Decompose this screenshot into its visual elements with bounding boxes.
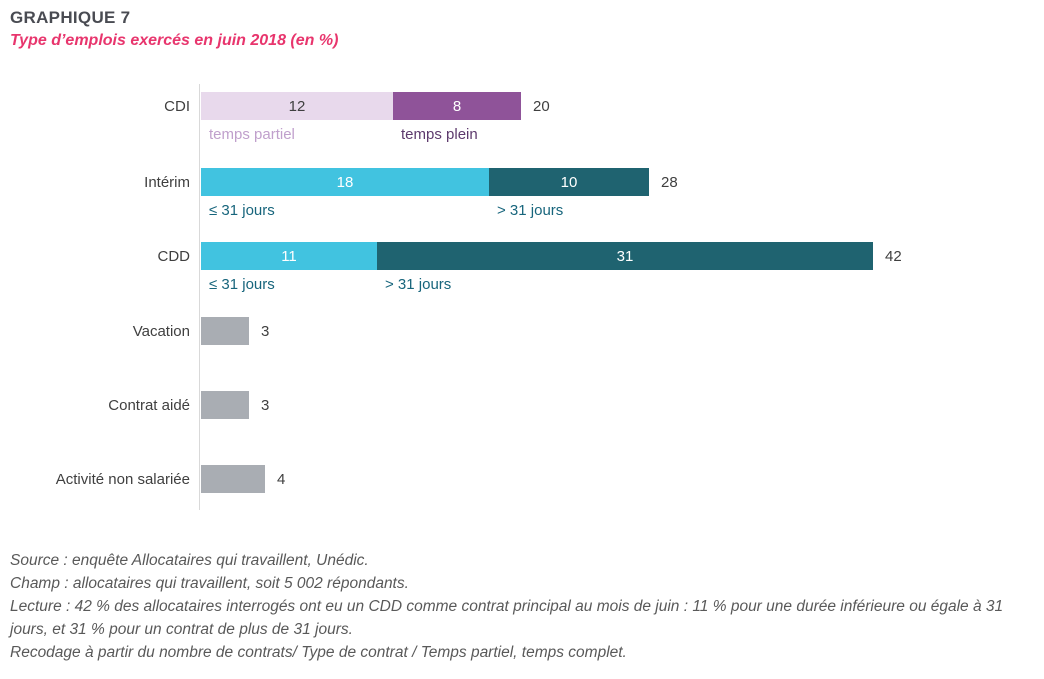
bar-segment-cdd-1: 31 (377, 242, 873, 270)
segment-sublabel: ≤ 31 jours (209, 202, 275, 219)
segment-sublabel: temps partiel (209, 126, 295, 143)
bar-cdi: 12 8 (201, 92, 521, 120)
total-value-label: 3 (261, 396, 270, 414)
total-value-label: 42 (885, 247, 902, 265)
bar-segment-activite-non-salariee-0 (201, 465, 265, 493)
segment-value: 10 (560, 173, 578, 191)
bar-cdd: 11 31 (201, 242, 873, 270)
category-label-cdd: CDD (157, 247, 191, 265)
bar-segment-contrat-aide-0 (201, 391, 249, 419)
segment-sublabel: > 31 jours (497, 202, 564, 219)
note-recodage: Recodage à partir du nombre de contrats/… (10, 644, 627, 661)
bar-segment-cdi-0: 12 (201, 92, 393, 120)
total-value-label: 4 (277, 470, 286, 488)
bar-segment-cdi-1: 8 (393, 92, 521, 120)
segment-value: 8 (452, 97, 462, 115)
total-value-label: 28 (661, 173, 678, 191)
category-label-contrat-aide: Contrat aidé (108, 396, 190, 414)
note-lecture: Lecture : 42 % des allocataires interrog… (10, 598, 1004, 638)
chart-notes: Source : enquête Allocataires qui travai… (10, 549, 1036, 664)
horizontal-stacked-bar-chart: CDI temps partiel temps plein 12 8 20 Intérim ≤… (55, 84, 902, 510)
segment-value: 11 (281, 247, 297, 265)
note-source: Source : enquête Allocataires qui travai… (10, 552, 369, 569)
category-label-vacation: Vacation (132, 322, 190, 340)
category-label-activite-non-salariee: Activité non salariée (55, 470, 190, 488)
bar-interim: 18 10 (201, 168, 649, 196)
segment-value: 12 (288, 97, 306, 115)
chart-subtitle: Type d’emplois exercés en juin 2018 (en … (10, 32, 339, 49)
bar-activite-non-salariee (201, 465, 265, 493)
bar-segment-interim-1: 10 (489, 168, 649, 196)
segment-value: 18 (336, 173, 354, 191)
note-champ: Champ : allocataires qui travaillent, so… (10, 575, 409, 592)
bar-segment-interim-0: 18 (201, 168, 489, 196)
total-value-label: 3 (261, 322, 270, 340)
segment-sublabel: temps plein (401, 126, 478, 143)
bar-contrat-aide (201, 391, 249, 419)
chart-title: GRAPHIQUE 7 (10, 8, 131, 27)
category-label-cdi: CDI (164, 97, 190, 115)
total-value-label: 20 (533, 97, 550, 115)
category-axis-line (199, 84, 200, 510)
bar-segment-cdd-0: 11 (201, 242, 377, 270)
segment-sublabel: > 31 jours (385, 276, 452, 293)
category-label-interim: Intérim (144, 173, 190, 191)
segment-sublabel: ≤ 31 jours (209, 276, 275, 293)
segment-value: 31 (616, 247, 634, 265)
bar-vacation (201, 317, 249, 345)
bar-segment-vacation-0 (201, 317, 249, 345)
